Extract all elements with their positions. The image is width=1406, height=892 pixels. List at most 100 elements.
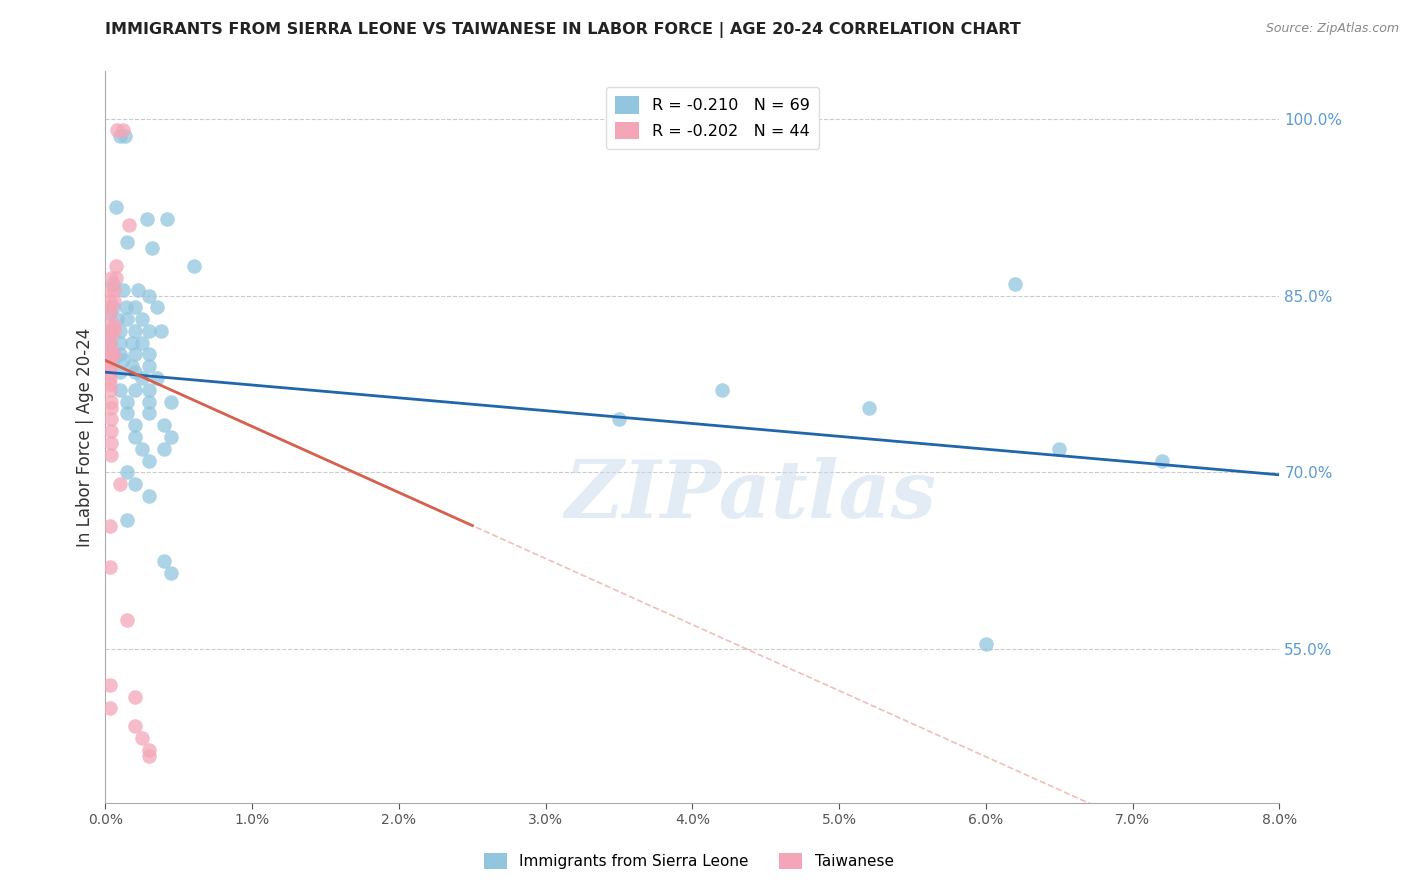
Point [98,318,121,332]
Point [131,731,153,745]
Point [138,453,160,467]
Point [1004,277,1026,291]
Point [138,383,160,397]
Point [138,359,160,374]
Point [124,418,146,433]
Point [146,371,169,385]
Point [858,401,880,415]
Point [115,301,138,315]
Point [138,324,160,338]
Point [103,283,125,297]
Point [98,359,121,374]
Point [127,283,149,297]
Point [103,294,125,309]
Point [108,347,131,361]
Point [124,347,146,361]
Point [150,324,173,338]
Point [98,559,121,574]
Point [100,270,122,285]
Point [98,330,121,344]
Point [124,719,146,733]
Text: ZIPatlas: ZIPatlas [565,457,938,534]
Point [131,312,153,326]
Point [153,442,176,456]
Point [138,407,160,421]
Legend: Immigrants from Sierra Leone, Taiwanese: Immigrants from Sierra Leone, Taiwanese [478,847,900,875]
Point [1047,442,1070,456]
Point [153,418,176,433]
Point [108,129,131,144]
Point [1150,453,1173,467]
Point [108,365,131,379]
Point [100,412,122,426]
Point [112,123,135,137]
Point [108,383,131,397]
Point [98,306,121,320]
Point [131,442,153,456]
Point [101,353,124,368]
Legend: R = -0.210   N = 69, R = -0.202   N = 44: R = -0.210 N = 69, R = -0.202 N = 44 [606,87,820,149]
Point [121,335,143,350]
Point [153,554,176,568]
Point [117,235,139,250]
Point [103,318,125,332]
Point [98,371,121,385]
Point [124,477,146,491]
Point [183,259,205,273]
Point [103,347,125,361]
Point [100,448,122,462]
Point [98,294,121,309]
Point [117,394,139,409]
Point [146,301,169,315]
Point [104,259,127,273]
Point [124,324,146,338]
Text: Source: ZipAtlas.com: Source: ZipAtlas.com [1265,22,1399,36]
Point [101,347,124,361]
Point [112,283,135,297]
Point [117,312,139,326]
Point [118,218,141,232]
Point [141,241,163,255]
Point [114,129,136,144]
Y-axis label: In Labor Force | Age 20-24: In Labor Force | Age 20-24 [76,327,94,547]
Point [105,123,128,137]
Point [124,690,146,704]
Point [160,566,183,580]
Point [138,288,160,302]
Point [100,401,122,415]
Point [710,383,733,397]
Point [131,371,153,385]
Point [108,324,131,338]
Point [100,324,122,338]
Point [98,306,121,320]
Point [98,342,121,356]
Point [138,742,160,756]
Point [138,748,160,763]
Point [104,270,127,285]
Point [135,211,157,226]
Point [100,436,122,450]
Point [974,636,997,650]
Point [131,335,153,350]
Point [98,365,121,379]
Point [100,394,122,409]
Point [124,365,146,379]
Point [103,324,125,338]
Point [108,335,131,350]
Point [101,277,124,291]
Point [98,518,121,533]
Point [98,383,121,397]
Point [98,347,121,361]
Point [160,394,183,409]
Point [138,489,160,503]
Point [124,430,146,444]
Point [117,407,139,421]
Point [112,353,135,368]
Point [98,678,121,692]
Point [98,324,121,338]
Point [121,359,143,374]
Point [98,335,121,350]
Point [138,347,160,361]
Point [98,301,121,315]
Point [124,383,146,397]
